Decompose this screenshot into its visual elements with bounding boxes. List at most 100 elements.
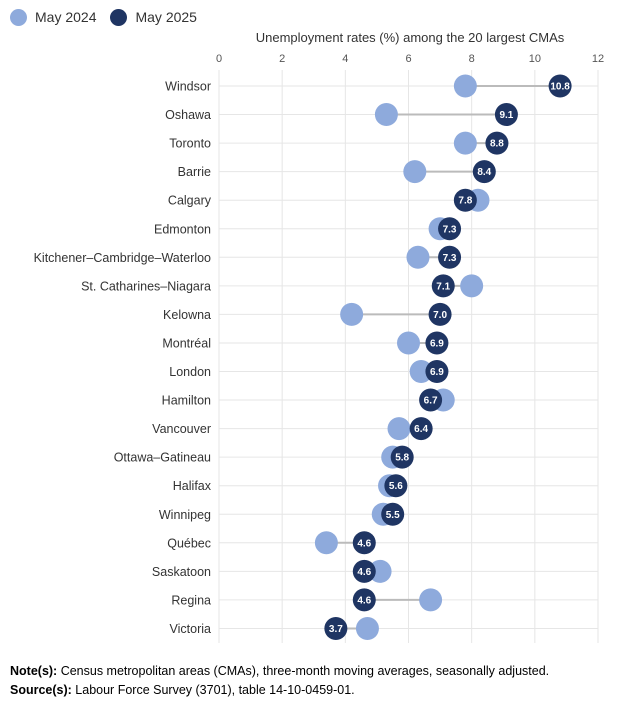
- dot-may-2025-regina[interactable]: [352, 588, 376, 612]
- category-label-kelowna: Kelowna: [163, 308, 211, 322]
- x-tick-label-0: 0: [216, 53, 222, 65]
- dot-may-2024-st-catharines-niagara[interactable]: [460, 274, 484, 298]
- value-label-may-2025-calgary: 7.8: [458, 196, 472, 207]
- category-label-regina: Regina: [171, 593, 211, 607]
- value-label-may-2025-hamilton: 6.7: [424, 396, 438, 407]
- dot-may-2025-st-catharines-niagara[interactable]: [431, 274, 455, 298]
- value-label-may-2025-kitchener-cambridge-waterloo: 7.3: [443, 253, 457, 264]
- dot-may-2024-vancouver[interactable]: [387, 417, 411, 441]
- value-label-may-2025-edmonton: 7.3: [443, 224, 457, 235]
- legend-label-may-2025: May 2025: [135, 9, 197, 25]
- dot-may-2025-kitchener-cambridge-waterloo[interactable]: [438, 245, 462, 269]
- dot-may-2025-saskatoon[interactable]: [352, 559, 376, 583]
- dot-may-2025-montreal[interactable]: [425, 331, 449, 355]
- category-label-calgary: Calgary: [168, 194, 212, 208]
- legend-label-may-2024: May 2024: [35, 9, 97, 25]
- chart-title: Unemployment rates (%) among the 20 larg…: [256, 30, 565, 45]
- category-axis: Windsor Oshawa Toronto Barrie Calgary Edmonto…: [34, 80, 212, 636]
- value-label-may-2025-winnipeg: 5.5: [386, 510, 400, 521]
- value-label-may-2025-london: 6.9: [430, 367, 444, 378]
- dot-may-2025-winnipeg[interactable]: [381, 502, 405, 526]
- dot-may-2024-quebec[interactable]: [314, 531, 338, 555]
- dot-may-2025-calgary[interactable]: [453, 188, 477, 212]
- dot-may-2025-quebec[interactable]: [352, 531, 376, 555]
- dot-may-2025-oshawa[interactable]: [494, 103, 518, 127]
- category-label-barrie: Barrie: [178, 165, 211, 179]
- note-line: Note(s): Census metropolitan areas (CMAs…: [10, 662, 549, 681]
- value-label-may-2025-oshawa: 9.1: [499, 110, 513, 121]
- legend: May 2024 May 2025: [10, 6, 211, 28]
- value-label-may-2025-halifax: 5.6: [389, 481, 403, 492]
- category-label-oshawa: Oshawa: [165, 108, 211, 122]
- value-label-may-2025-ottawa-gatineau: 5.8: [395, 453, 409, 464]
- value-label-may-2025-regina: 4.6: [357, 595, 371, 606]
- dot-may-2025-london[interactable]: [425, 360, 449, 383]
- value-label-may-2025-windsor: 10.8: [550, 82, 570, 93]
- dot-may-2025-halifax[interactable]: [384, 474, 408, 498]
- dot-may-2024-barrie[interactable]: [403, 160, 427, 184]
- category-label-winnipeg: Winnipeg: [159, 508, 211, 522]
- category-label-quebec: Québec: [167, 536, 211, 550]
- dot-may-2025-toronto[interactable]: [485, 131, 509, 155]
- category-label-kitchener-cambridge-waterloo: Kitchener–Cambridge–Waterloo: [34, 251, 211, 265]
- category-label-hamilton: Hamilton: [162, 394, 211, 408]
- value-label-may-2025-vancouver: 6.4: [414, 424, 428, 435]
- x-axis-ticks: 0 2 4 6 8 10 12: [216, 53, 604, 65]
- value-label-may-2025-quebec: 4.6: [357, 538, 371, 549]
- dumbbell-chart: Unemployment rates (%) among the 20 larg…: [34, 30, 604, 643]
- category-label-victoria: Victoria: [170, 622, 212, 636]
- legend-item-may-2025[interactable]: May 2025: [110, 8, 197, 26]
- category-label-ottawa-gatineau: Ottawa–Gatineau: [114, 451, 211, 465]
- x-tick-label-8: 8: [469, 53, 475, 65]
- chart-notes: Note(s): Census metropolitan areas (CMAs…: [10, 662, 549, 700]
- value-label-may-2025-st-catharines-niagara: 7.1: [436, 281, 450, 292]
- value-label-may-2025-kelowna: 7.0: [433, 310, 447, 321]
- dot-may-2024-saskatoon[interactable]: [368, 559, 392, 583]
- dot-may-2024-toronto[interactable]: [453, 131, 477, 155]
- dot-may-2024-windsor[interactable]: [453, 74, 477, 98]
- category-label-vancouver: Vancouver: [152, 422, 211, 436]
- category-label-montreal: Montréal: [162, 336, 211, 350]
- dot-may-2024-montreal[interactable]: [397, 331, 420, 355]
- note-text: Census metropolitan areas (CMAs), three-…: [57, 664, 550, 678]
- dot-may-2024-kitchener-cambridge-waterloo[interactable]: [406, 245, 430, 269]
- legend-swatch-may-2024: [10, 8, 27, 26]
- dot-may-2025-hamilton[interactable]: [419, 388, 443, 412]
- x-tick-label-4: 4: [342, 53, 348, 65]
- dot-may-2025-vancouver[interactable]: [409, 417, 433, 441]
- dot-may-2025-kelowna[interactable]: [428, 302, 452, 326]
- source-text: Labour Force Survey (3701), table 14-10-…: [71, 683, 355, 697]
- dot-may-2024-london[interactable]: [409, 360, 433, 383]
- value-label-may-2025-saskatoon: 4.6: [357, 567, 371, 578]
- value-label-may-2025-barrie: 8.4: [477, 167, 491, 178]
- dot-may-2024-victoria[interactable]: [355, 616, 379, 640]
- category-label-windsor: Windsor: [165, 80, 211, 94]
- dot-may-2024-oshawa[interactable]: [374, 103, 398, 127]
- legend-swatch-may-2025: [110, 8, 128, 26]
- dot-may-2025-victoria[interactable]: [324, 616, 348, 640]
- dot-may-2025-ottawa-gatineau[interactable]: [390, 445, 414, 469]
- dot-may-2024-regina[interactable]: [419, 588, 443, 612]
- category-label-edmonton: Edmonton: [154, 222, 211, 236]
- category-label-st-catharines-niagara: St. Catharines–Niagara: [81, 279, 211, 293]
- x-tick-label-10: 10: [529, 53, 541, 65]
- value-label-may-2025-toronto: 8.8: [490, 139, 504, 150]
- category-label-london: London: [169, 365, 211, 379]
- dot-may-2024-kelowna[interactable]: [340, 302, 364, 326]
- legend-item-may-2024[interactable]: May 2024: [10, 8, 97, 26]
- category-label-toronto: Toronto: [169, 137, 211, 151]
- category-label-halifax: Halifax: [173, 479, 212, 493]
- grid: [218, 70, 599, 643]
- source-label: Source(s):: [10, 683, 72, 697]
- x-tick-label-6: 6: [405, 53, 411, 65]
- dot-may-2025-windsor[interactable]: [548, 74, 572, 98]
- value-label-may-2025-victoria: 3.7: [329, 624, 343, 635]
- category-label-saskatoon: Saskatoon: [152, 565, 211, 579]
- series-may-2024: [314, 74, 490, 640]
- source-line: Source(s): Labour Force Survey (3701), t…: [10, 681, 549, 700]
- dot-may-2025-barrie[interactable]: [472, 160, 496, 184]
- x-tick-label-2: 2: [279, 53, 285, 65]
- x-tick-label-12: 12: [592, 53, 604, 65]
- dot-may-2025-edmonton[interactable]: [438, 217, 462, 241]
- series-may-2025: 10.8 9.1 8.8 8.4 7.8 7.3 7.3 7.1 7.0 6.9 6.9 6.7 6.4…: [324, 74, 572, 640]
